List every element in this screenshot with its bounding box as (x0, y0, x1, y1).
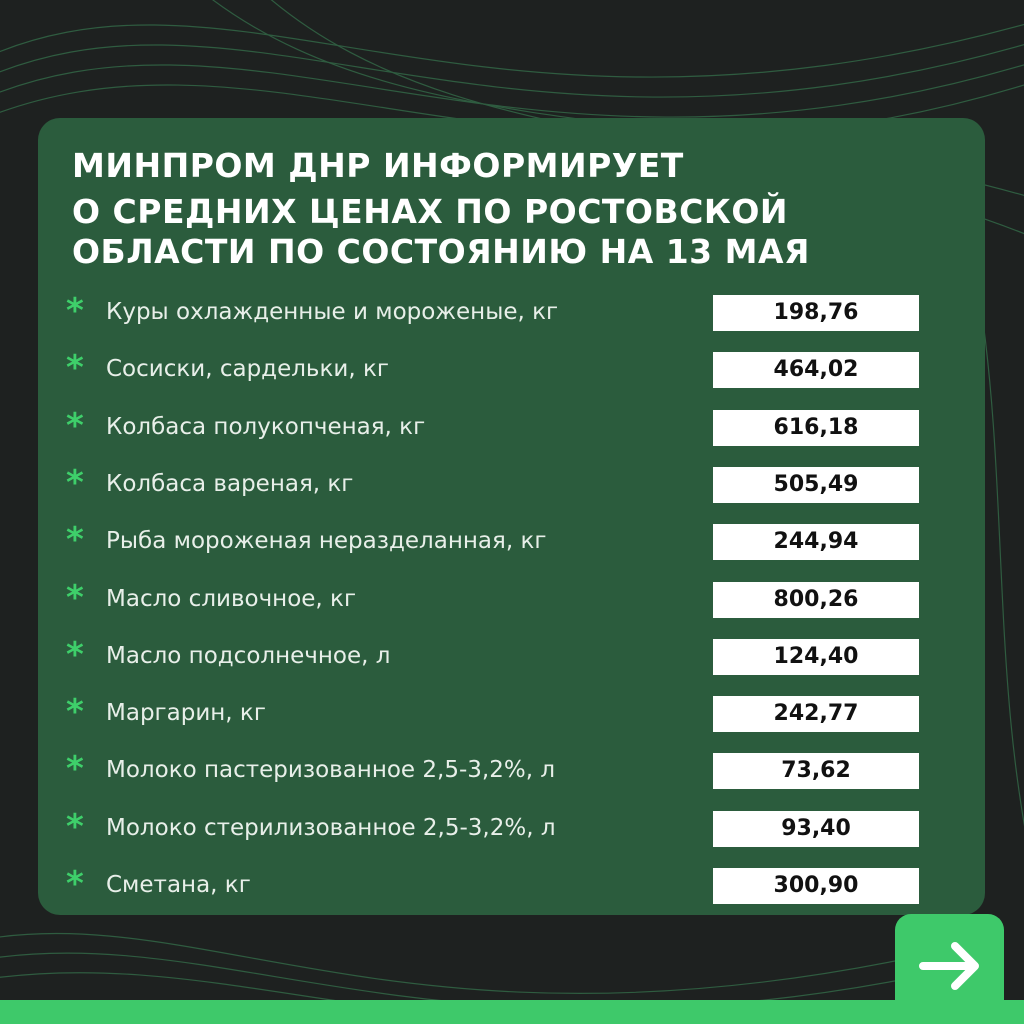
item-label: Сосиски, сардельки, кг (106, 356, 389, 383)
bullet: * (66, 692, 84, 733)
item-row: * Сосиски, сардельки, кг 464,02 (38, 348, 985, 389)
item-row: * Колбаса вареная, кг 505,49 (38, 463, 985, 503)
item-price: 464,02 (773, 357, 859, 383)
next-button[interactable] (895, 914, 1004, 1002)
bullet: * (66, 405, 84, 446)
item-price: 124,40 (773, 643, 859, 669)
price-box: 93,40 (713, 810, 919, 847)
item-row: * Куры охлажденные и мороженые, кг 198,76 (38, 291, 985, 331)
item-row: * Рыба мороженая неразделанная, кг 244,94 (38, 520, 985, 561)
bullet: * (66, 462, 84, 503)
price-box: 198,76 (713, 295, 919, 331)
bullet: * (66, 291, 84, 331)
bullet: * (66, 806, 84, 847)
title: ОБЛАСТИ ПО СОСТОЯНИЮ НА 13 МАЯ (72, 232, 810, 271)
price-box: 505,49 (713, 466, 919, 503)
card: МИНПРОМ ДНР ИНФОРМИРУЕТ О СРЕДНИХ ЦЕНАХ … (38, 118, 985, 915)
bullet: * (66, 348, 84, 389)
item-label: Маргарин, кг (106, 700, 266, 727)
price-box: 616,18 (713, 409, 919, 446)
item-label: Колбаса вареная, кг (106, 470, 354, 497)
bullet: * (66, 864, 84, 904)
title: О СРЕДНИХ ЦЕНАХ ПО РОСТОВСКОЙ (72, 192, 788, 231)
item-row: * Масло сливочное, кг 800,26 (38, 578, 985, 618)
item-label: Масло сливочное, кг (106, 585, 357, 612)
item-row: * Масло подсолнечное, л 124,40 (38, 635, 985, 675)
item-row: * Молоко пастеризованное 2,5-3,2%, л 73,62 (38, 749, 985, 790)
item-price: 73,62 (781, 758, 851, 784)
arrow-icon (919, 942, 979, 990)
title: МИНПРОМ ДНР ИНФОРМИРУЕТ (72, 146, 684, 185)
item-row: * Колбаса полукопченая, кг 616,18 (38, 406, 985, 446)
item-price: 244,94 (773, 529, 859, 555)
item-row: * Молоко стерилизованное 2,5-3,2%, л 93,40 (38, 807, 985, 847)
price-box: 124,40 (713, 638, 919, 675)
price-box: 73,62 (713, 753, 919, 790)
item-label: Сметана, кг (106, 872, 251, 898)
item-price: 242,77 (773, 701, 859, 727)
item-price: 505,49 (773, 471, 859, 497)
item-price: 616,18 (773, 414, 859, 440)
bullet: * (66, 634, 84, 675)
item-label: Рыба мороженая неразделанная, кг (106, 528, 547, 555)
item-label: Куры охлажденные и мороженые, кг (106, 299, 559, 325)
price-box: 300,90 (713, 868, 919, 904)
price-box: 244,94 (713, 524, 919, 561)
item-label: Масло подсолнечное, л (106, 642, 391, 669)
item-price: 300,90 (773, 873, 859, 898)
item-row: * Маргарин, кг 242,77 (38, 692, 985, 733)
bullet: * (66, 749, 84, 790)
item-label: Молоко пастеризованное 2,5-3,2%, л (106, 757, 556, 784)
price-box: 800,26 (713, 581, 919, 618)
item-label: Молоко стерилизованное 2,5-3,2%, л (106, 814, 556, 841)
bottom-bar (0, 1000, 1024, 1024)
bullet: * (66, 577, 84, 618)
item-price: 93,40 (781, 815, 851, 841)
bullet: * (66, 520, 84, 561)
item-row: * Сметана, кг 300,90 (38, 864, 985, 904)
item-price: 800,26 (773, 586, 859, 612)
item-label: Колбаса полукопченая, кг (106, 413, 426, 440)
price-box: 464,02 (713, 352, 919, 389)
price-box: 242,77 (713, 696, 919, 733)
item-price: 198,76 (773, 300, 859, 325)
